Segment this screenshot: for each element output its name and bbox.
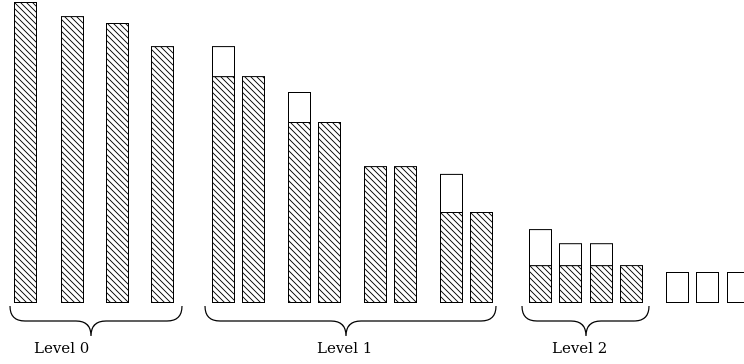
level-1-brace — [204, 305, 497, 337]
level-2-bar-0-empty — [529, 229, 552, 267]
level-0-bar-1-hatched — [61, 16, 84, 303]
level-1-bar-6-empty — [440, 173, 463, 213]
level-2-bar-1-empty — [559, 243, 582, 267]
level-1-bar-7-hatched — [470, 212, 493, 303]
level-1-label: Level 1 — [317, 339, 373, 357]
level-1-bar-2-hatched — [288, 122, 311, 303]
level-1-bar-3-hatched — [318, 122, 341, 303]
level-0-label: Level 0 — [34, 339, 90, 357]
level-2-bar-2-hatched — [590, 265, 613, 304]
level-1-bar-4-hatched — [364, 166, 387, 303]
level-0-bar-2-hatched — [106, 23, 129, 303]
level-2-bar-2-empty — [590, 243, 613, 267]
level-1-bar-6-hatched — [440, 212, 463, 303]
level-1-bar-0-hatched — [212, 76, 235, 303]
level-2-bar-0-hatched — [529, 265, 552, 304]
brace-group — [9, 305, 650, 337]
level-2-bar-1-hatched — [559, 265, 582, 304]
level-0-bar-0-hatched — [14, 2, 37, 303]
level-3-bar-2-empty — [727, 272, 744, 303]
level-3-bar-0-empty — [666, 272, 689, 303]
level-2-bar-3-hatched — [620, 265, 643, 304]
level-0-brace — [9, 305, 183, 337]
bar-group — [14, 2, 744, 304]
level-2-label: Level 2 — [552, 339, 608, 357]
level-2-brace — [521, 305, 650, 337]
level-1-bar-0-empty — [212, 46, 235, 78]
level-1-bar-2-empty — [288, 92, 311, 123]
level-1-bar-1-hatched — [242, 76, 265, 303]
level-3-bar-1-empty — [696, 272, 719, 303]
level-1-bar-5-hatched — [394, 166, 417, 303]
level-0-bar-3-hatched — [151, 46, 174, 303]
